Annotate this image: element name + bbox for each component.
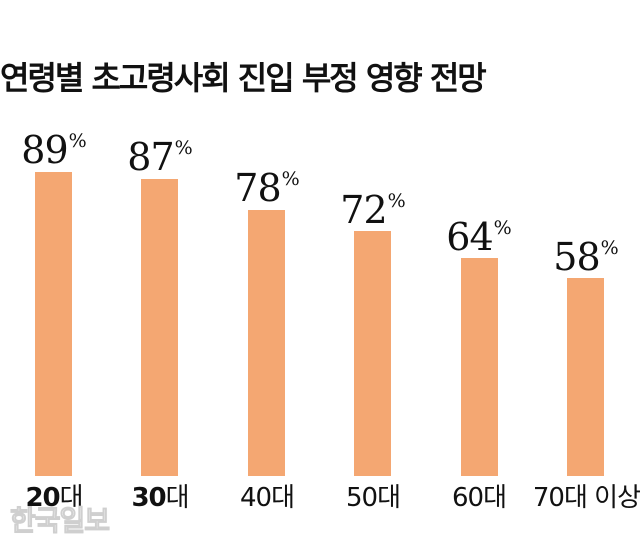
value-label-20s: 89% (0, 131, 114, 169)
bar-70s-plus (567, 278, 604, 476)
value-number: 87 (127, 135, 174, 179)
percent-sign: % (174, 137, 193, 159)
category-suffix: 대 (59, 483, 84, 513)
percent-sign: % (493, 217, 512, 239)
value-number: 72 (340, 188, 387, 232)
bar-20s (35, 172, 72, 476)
category-label-50s: 50대 (313, 482, 433, 514)
percent-sign: % (387, 190, 406, 212)
value-number: 78 (234, 166, 281, 210)
chart-title: 연령별 초고령사회 진입 부정 영향 전망 (0, 59, 487, 97)
category-number: 60 (451, 483, 484, 513)
category-label-60s: 60대 (419, 482, 539, 514)
publisher-watermark: 한국일보 (9, 504, 110, 538)
bar-60s (461, 258, 498, 476)
category-label-40s: 40대 (207, 482, 327, 514)
percent-sign: % (600, 237, 619, 259)
value-label-70s-plus: 58% (526, 238, 640, 276)
value-number: 58 (553, 235, 600, 279)
value-number: 89 (21, 128, 68, 172)
category-suffix: 대 (271, 483, 295, 513)
percent-sign: % (68, 130, 87, 152)
value-label-50s: 72% (313, 191, 433, 229)
bar-30s (141, 179, 178, 476)
category-label-70s-plus: 70대 이상 (530, 482, 640, 514)
bar-50s (354, 231, 391, 476)
category-number: 20 (25, 483, 60, 513)
percent-sign: % (281, 168, 300, 190)
category-suffix: 대 (483, 483, 507, 513)
value-label-30s: 87% (100, 138, 220, 176)
category-label-20s: 20대 (0, 482, 114, 514)
value-number: 64 (446, 215, 493, 259)
value-label-40s: 78% (207, 169, 327, 207)
category-number: 40 (239, 483, 272, 513)
bar-40s (248, 210, 285, 476)
category-number: 50 (345, 483, 378, 513)
category-number: 70 (532, 483, 565, 513)
category-suffix: 대 (377, 483, 401, 513)
value-label-60s: 64% (419, 218, 539, 256)
category-suffix: 대 (165, 483, 190, 513)
category-label-30s: 30대 (100, 482, 220, 514)
category-number: 30 (131, 483, 166, 513)
category-suffix: 대 이상 (563, 483, 640, 513)
